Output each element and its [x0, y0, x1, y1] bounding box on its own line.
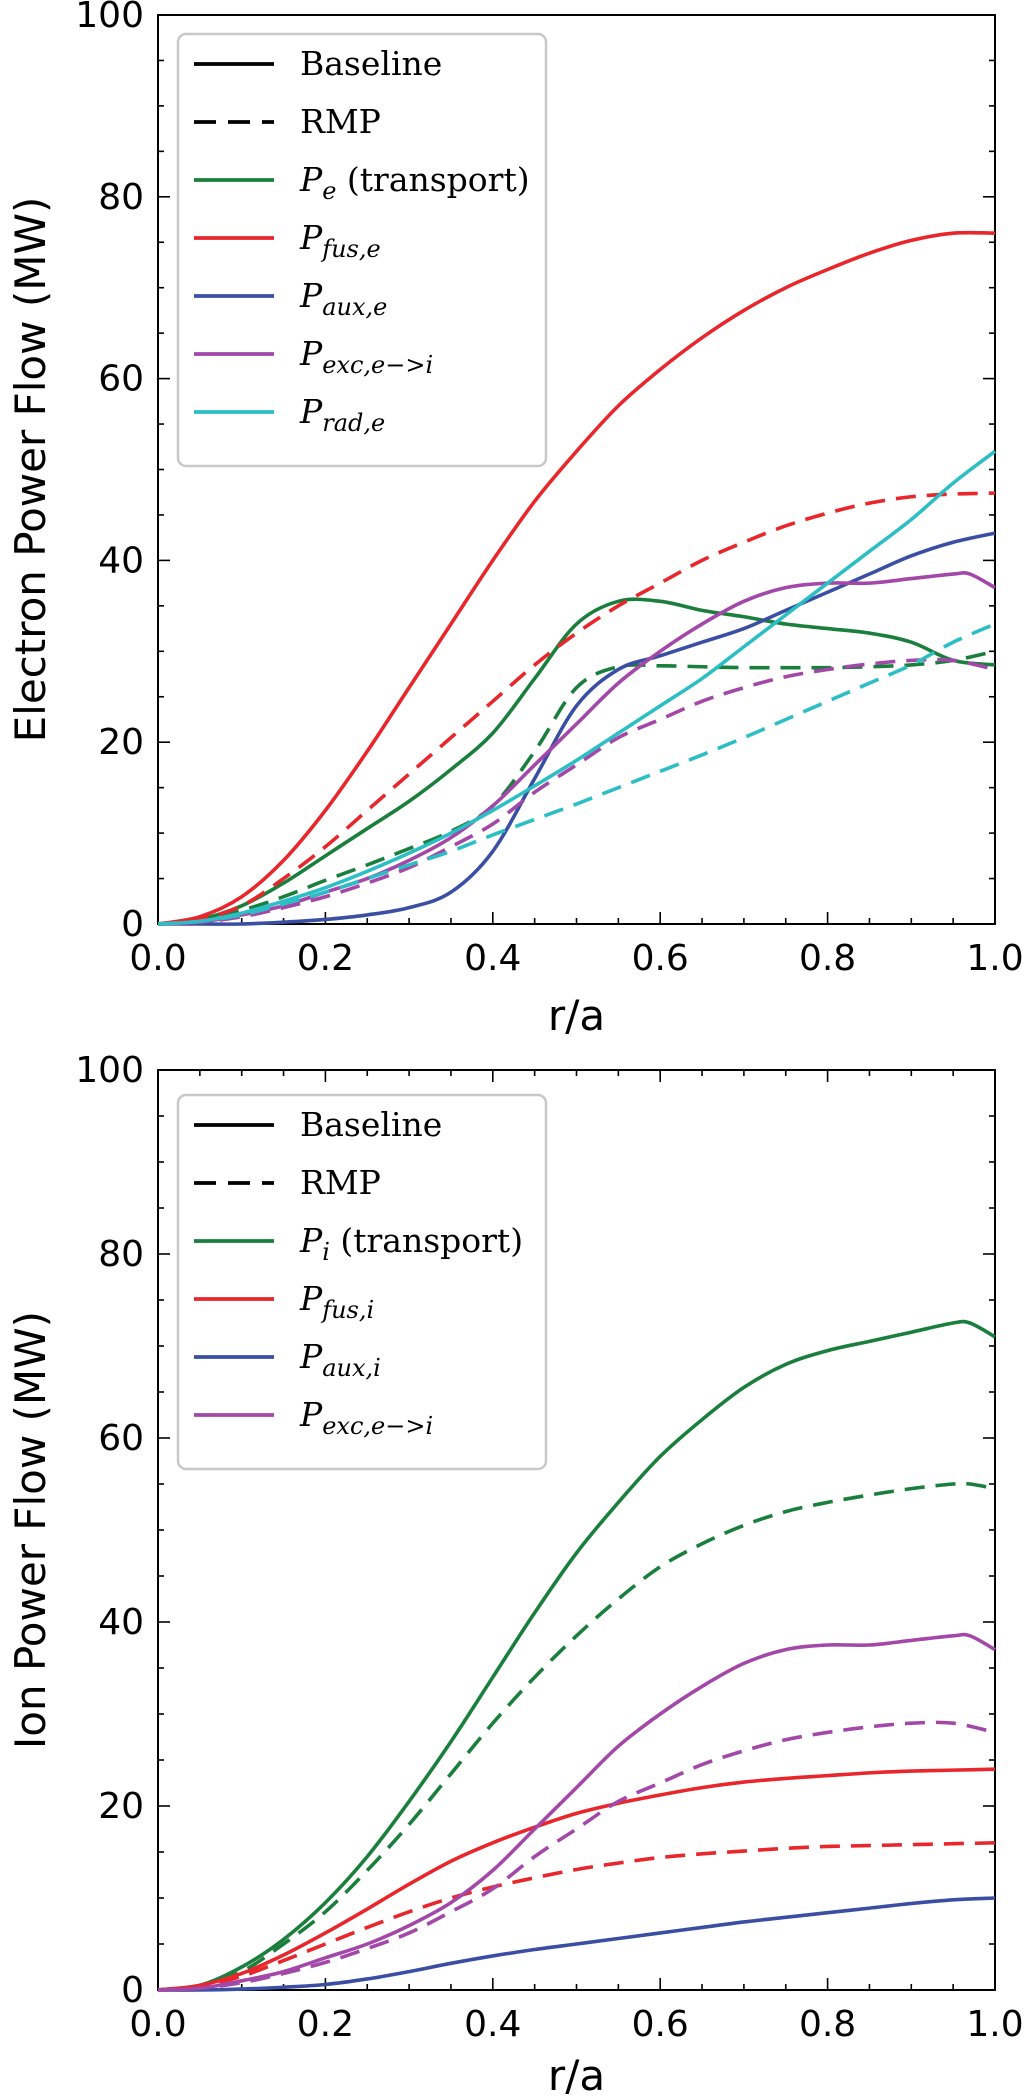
y-tick-label: 40: [98, 1602, 144, 1643]
series-group: [158, 230, 997, 926]
x-tick-label: 1.0: [966, 938, 1023, 979]
series-line-p-i-transport-baseline: [158, 1319, 996, 1992]
legend-box: [176, 32, 548, 468]
series-line-p-exc-e-i-baseline: [158, 571, 996, 926]
series-line-p-fus-e-baseline: [158, 230, 996, 926]
series-line-p-i-transport-rmp: [158, 1481, 996, 1992]
legend-label: Pfus,i: [299, 1279, 374, 1324]
series-line-p-aux-i-baseline: [158, 1896, 996, 1992]
x-tick-label: 0.8: [799, 2004, 856, 2045]
y-tick-label: 0: [121, 1970, 144, 2011]
legend-label: Pexc,e−>i: [299, 1395, 433, 1440]
series-line-p-e-transport-baseline: [158, 597, 996, 926]
legend-label: RMP: [300, 102, 381, 141]
y-tick-label: 100: [75, 1050, 144, 1091]
y-tick-label: 0: [121, 904, 144, 945]
x-tick-label: 0.8: [799, 938, 856, 979]
y-axis-label: Electron Power Flow (MW): [6, 197, 55, 743]
y-tick-label: 80: [98, 1234, 144, 1275]
series-line-p-rad-e-baseline: [158, 449, 997, 926]
series-line-p-aux-e-baseline: [158, 531, 996, 926]
series-line-p-fus-i-rmp: [158, 1841, 996, 1992]
x-tick-label: 0.4: [464, 2004, 521, 2045]
series-line-p-exc-e-i-rmp: [158, 1720, 996, 1992]
legend-label: Pexc,e−>i: [299, 334, 433, 379]
x-tick-label: 1.0: [966, 2004, 1023, 2045]
y-tick-label: 60: [98, 1418, 144, 1459]
legend-label: Pe (transport): [299, 160, 530, 205]
legend-label: Pi (transport): [299, 1221, 523, 1266]
y-axis: 0 20 40 60 80 100: [75, 1050, 995, 2011]
series-line-p-exc-e-i-baseline: [158, 1632, 996, 1992]
y-tick-label: 40: [98, 540, 144, 581]
y-tick-label: 20: [98, 722, 144, 763]
legend-label: Paux,e: [299, 276, 387, 321]
series-line-p-exc-e-i-rmp: [158, 657, 996, 926]
x-tick-label: 0.0: [129, 2004, 186, 2045]
x-axis-label: r/a: [548, 2051, 605, 2096]
x-tick-label: 0.6: [632, 938, 689, 979]
electron-power-flow-chart: 0.0 0.2 0.4 0.6 0.8 1.0 0 20 40 60 80 100 r/a Electro…: [6, 0, 1024, 1040]
y-tick-label: 100: [75, 0, 144, 36]
legend-label: Baseline: [300, 1105, 442, 1144]
legend: Baseline RMP Pe (transport) Pfus,e Paux,e Pex…: [176, 32, 548, 468]
x-axis: 0.0 0.2 0.4 0.6 0.8 1.0: [129, 1070, 1024, 2045]
x-tick-label: 0.2: [297, 2004, 354, 2045]
x-tick-label: 0.6: [632, 2004, 689, 2045]
y-tick-label: 20: [98, 1786, 144, 1827]
series-line-p-fus-i-baseline: [158, 1767, 996, 1992]
y-axis-label: Ion Power Flow (MW): [6, 1311, 55, 1749]
y-tick-label: 80: [98, 177, 144, 218]
y-tick-label: 60: [98, 359, 144, 400]
legend-label: RMP: [300, 1163, 381, 1202]
x-tick-label: 0.0: [129, 938, 186, 979]
legend: Baseline RMP Pi (transport) Pfus,i Paux,i Pex…: [176, 1093, 548, 1471]
y-axis: 0 20 40 60 80 100: [75, 0, 995, 945]
legend-label: Baseline: [300, 44, 442, 83]
legend-label: Pfus,e: [299, 218, 381, 263]
x-tick-label: 0.4: [464, 938, 521, 979]
x-axis-label: r/a: [548, 991, 605, 1040]
ion-power-flow-chart: 0.0 0.2 0.4 0.6 0.8 1.0 0 20 40 60 80 100 r/a Ion Pow…: [6, 1050, 1024, 2096]
legend-label: Paux,i: [299, 1337, 381, 1382]
x-axis: 0.0 0.2 0.4 0.6 0.8 1.0: [129, 912, 1024, 979]
series-group: [158, 1319, 996, 1992]
legend-label: Prad,e: [299, 392, 385, 437]
legend-box: [176, 1093, 548, 1471]
series-line-p-rad-e-rmp: [158, 622, 996, 926]
x-tick-label: 0.2: [297, 938, 354, 979]
